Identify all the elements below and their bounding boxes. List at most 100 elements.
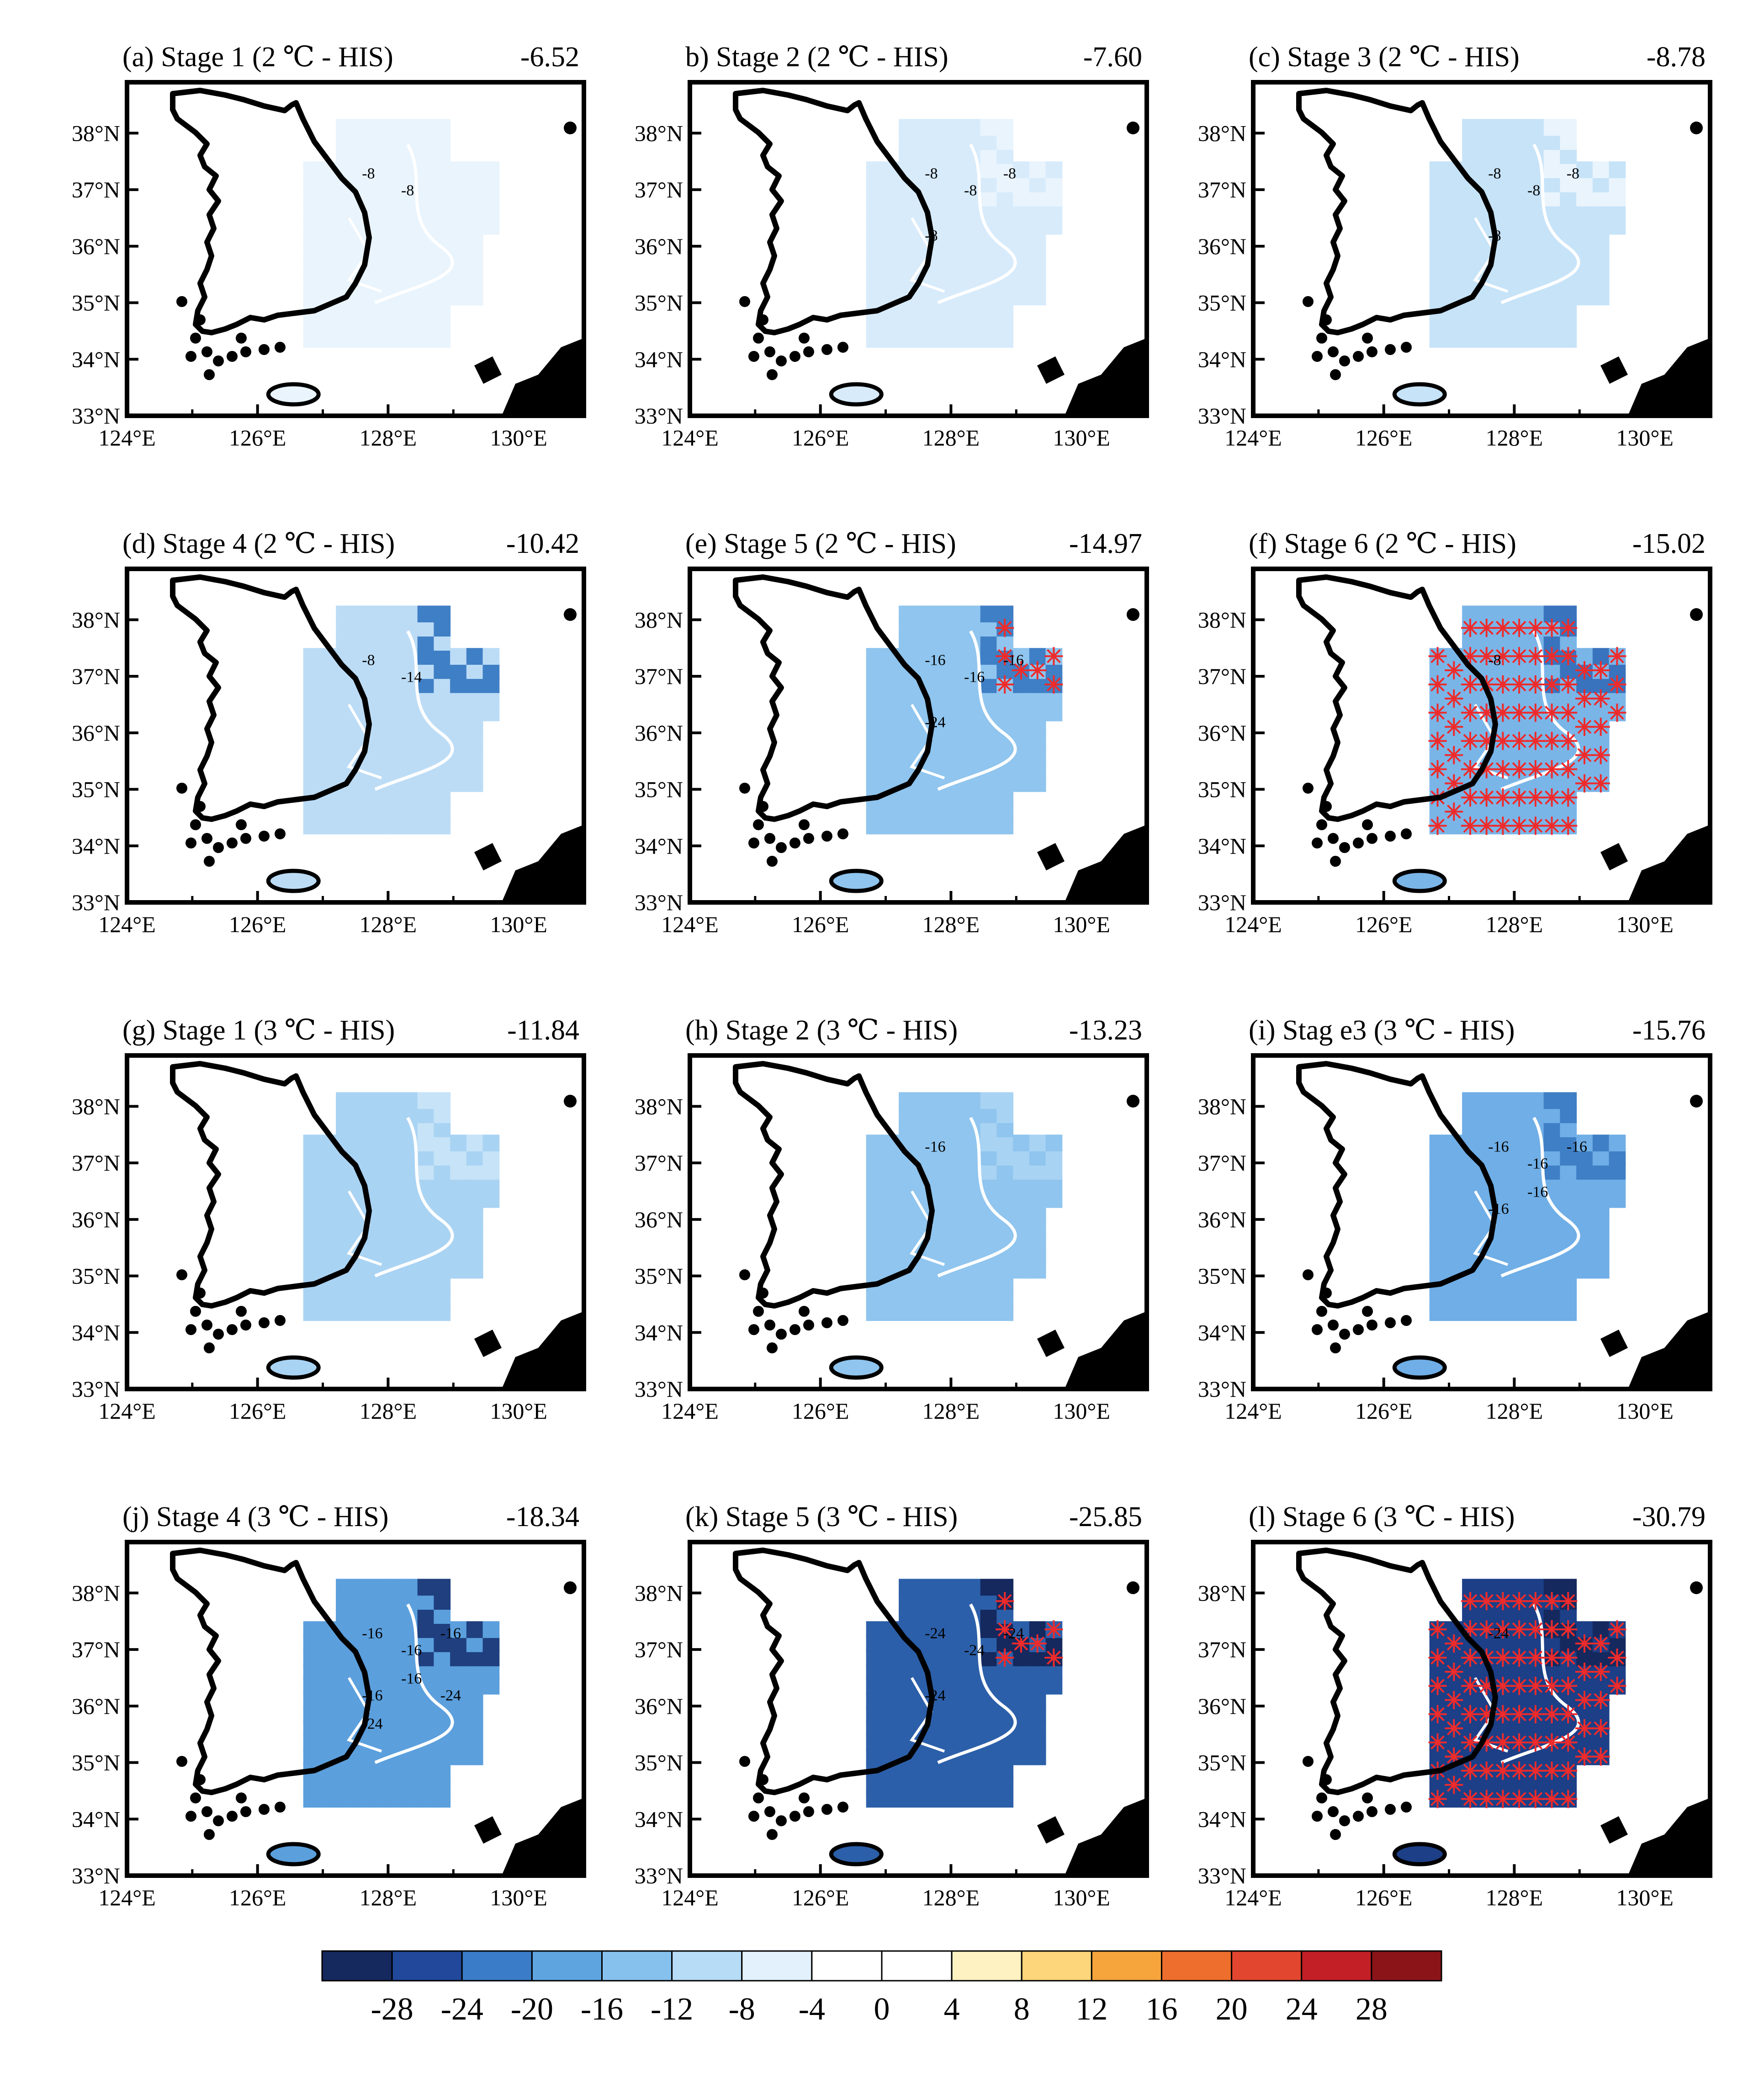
island [201, 833, 212, 844]
grid-cell [1560, 1276, 1577, 1293]
grid-cell [368, 260, 386, 277]
grid-cell [1462, 1163, 1479, 1180]
grid-cell [996, 1791, 1014, 1808]
grid-cell [352, 1120, 369, 1138]
grid-cell [1511, 1219, 1528, 1236]
grid-cell [482, 1621, 500, 1638]
grid-cell [931, 161, 948, 178]
grid-cell [1013, 1748, 1030, 1766]
contour-label: -16 [362, 1625, 382, 1642]
grid-cell [352, 1106, 369, 1124]
lat-tick-label: 36°N [635, 233, 683, 259]
grid-cell [964, 260, 981, 277]
grid-cell [434, 1649, 451, 1666]
grid-cell [401, 1677, 418, 1695]
grid-cell [915, 1106, 932, 1124]
grid-cell [319, 803, 337, 821]
significance-marker [1559, 817, 1578, 835]
grid-cell [401, 1233, 418, 1251]
grid-cell [866, 1734, 883, 1751]
grid-cell [866, 1664, 883, 1681]
grid-cell [319, 1649, 337, 1666]
grid-cell [1592, 1219, 1610, 1236]
significance-marker [1526, 732, 1545, 750]
grid-cell [303, 1233, 320, 1251]
grid-cell [352, 1579, 369, 1596]
contour-label: -8 [1488, 165, 1501, 182]
island [201, 1320, 212, 1331]
grid-cell [882, 1664, 900, 1681]
grid-cell [1446, 190, 1463, 207]
contour-line [1500, 143, 1580, 304]
grid-cell [1511, 260, 1528, 277]
grid-cell [882, 1304, 900, 1321]
significance-marker [1559, 1648, 1578, 1667]
grid-cell [996, 317, 1014, 334]
grid-cell [401, 704, 418, 721]
grid-cell [1511, 1247, 1528, 1265]
grid-cell [899, 817, 916, 835]
grid-cell [466, 1191, 483, 1208]
map-panel: (j) Stage 4 (3 ℃ - HIS) -18.34-16-16-16-1… [72, 1501, 586, 1910]
grid-cell [385, 1607, 402, 1624]
grid-cell [1029, 1691, 1046, 1709]
grid-cell [996, 1748, 1014, 1766]
grid-cell [1592, 246, 1610, 263]
grid-cell [1543, 161, 1561, 178]
grid-cell [303, 803, 320, 821]
grid-cell [866, 761, 883, 778]
grid-cell [899, 1691, 916, 1709]
grid-cell [964, 817, 981, 835]
grid-cell [303, 1677, 320, 1695]
grid-cell [417, 634, 434, 651]
panel-title: b) Stage 2 (2 ℃ - HIS) [685, 42, 948, 73]
grid-cell [1592, 1205, 1610, 1222]
grid-cell [899, 1762, 916, 1780]
map-frame [688, 1053, 1149, 1391]
grid-cell [434, 662, 451, 679]
grid-cell [417, 1219, 434, 1236]
lat-tick-label: 33°N [72, 1863, 120, 1888]
island [1362, 819, 1373, 830]
grid-cell [964, 1276, 981, 1293]
significance-marker [1461, 1790, 1479, 1808]
grid-cell [1511, 175, 1528, 192]
grid-cell [385, 1621, 402, 1638]
grid-cell [948, 620, 964, 637]
grid-cell [1494, 246, 1512, 263]
grid-cell [931, 1776, 948, 1794]
grid-cell [980, 1607, 997, 1624]
grid-cell [1045, 1149, 1063, 1166]
grid-cell [450, 1734, 467, 1751]
grid-cell [996, 1191, 1014, 1208]
grid-cell [466, 1706, 483, 1723]
grid-cell [1029, 732, 1046, 750]
grid-cell [1543, 1290, 1561, 1307]
map-frame [1251, 1540, 1712, 1878]
map-panel: (e) Stage 5 (2 ℃ - HIS) -14.97-16-16-16-2… [635, 528, 1149, 937]
jeju-island [829, 1355, 884, 1380]
grid-cell [1029, 1191, 1046, 1208]
grid-cell [931, 175, 948, 192]
contour-label: -24 [362, 1715, 382, 1732]
grid-cell [964, 1720, 981, 1737]
grid-cell [1543, 302, 1561, 320]
grid-cell [1576, 1163, 1593, 1180]
grid-cell [1543, 1149, 1561, 1166]
lon-tick-label: 128°E [360, 912, 417, 937]
contour-line [1473, 1677, 1509, 1753]
grid-cell [434, 775, 451, 792]
grid-cell [401, 1177, 418, 1194]
lat-tick-label: 36°N [72, 1207, 120, 1232]
grid-cell [1013, 1691, 1030, 1709]
grid-cell [882, 1149, 900, 1166]
grid-cell [1429, 274, 1446, 292]
grid-cell [352, 1276, 369, 1293]
significance-marker [1608, 675, 1626, 694]
contour-line [937, 1603, 1017, 1764]
grid-cell [352, 1762, 369, 1780]
grid-cell [1029, 1149, 1046, 1166]
contour-label: -8 [1488, 227, 1501, 244]
lon-tick-label: 128°E [360, 1885, 417, 1910]
grid-cell [882, 175, 900, 192]
